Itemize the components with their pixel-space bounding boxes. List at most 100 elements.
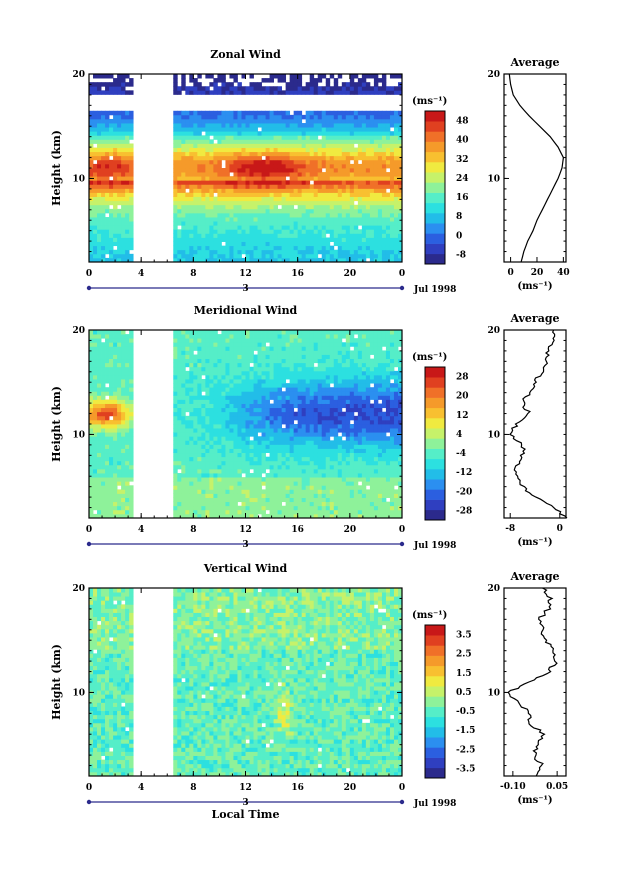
- heatmap-cell: [301, 147, 307, 153]
- heatmap-cell: [221, 237, 226, 242]
- heatmap-cell: [261, 86, 266, 91]
- heatmap-cell: [93, 485, 98, 490]
- heatmap-cell: [245, 151, 250, 157]
- heatmap-cell: [221, 460, 226, 466]
- heatmap-cell: [237, 229, 242, 234]
- heatmap-cell: [325, 151, 331, 157]
- heatmap-cell: [97, 184, 102, 189]
- heatmap-cell: [89, 395, 94, 400]
- heatmap-cell: [281, 110, 287, 116]
- heatmap-cell: [253, 395, 258, 400]
- heatmap-cell: [205, 237, 210, 242]
- heatmap-cell: [377, 139, 383, 144]
- heatmap-cell: [185, 147, 190, 153]
- heatmap-cell: [385, 123, 391, 128]
- heatmap-cell: [233, 424, 238, 429]
- heatmap-cell: [285, 82, 291, 87]
- heatmap-cell: [345, 118, 351, 124]
- heatmap-cell: [209, 485, 214, 490]
- heatmap-cell: [321, 233, 327, 238]
- heatmap-cell: [217, 370, 222, 376]
- heatmap-cell: [181, 200, 186, 206]
- heatmap-cell: [189, 436, 194, 441]
- heatmap-cell: [109, 110, 114, 116]
- heatmap-cell: [253, 155, 258, 161]
- heatmap-cell: [229, 163, 234, 169]
- heatmap-cell: [89, 460, 94, 466]
- heatmap-cell: [217, 176, 222, 181]
- heatmap-cell: [333, 257, 339, 263]
- heatmap-cell: [89, 415, 94, 421]
- heatmap-cell: [261, 131, 266, 136]
- heatmap-cell: [353, 184, 359, 189]
- heatmap-cell: [301, 330, 307, 335]
- heatmap-cell: [245, 208, 250, 214]
- heatmap-cell: [269, 334, 274, 339]
- heatmap-cell: [293, 143, 299, 148]
- heatmap-cell: [297, 78, 303, 83]
- heatmap-cell: [321, 163, 327, 169]
- heatmap-cell: [345, 172, 351, 177]
- heatmap-cell: [97, 217, 102, 222]
- heatmap-cell: [209, 188, 214, 193]
- heatmap-cell: [241, 485, 246, 490]
- heatmap-cell: [349, 139, 355, 144]
- heatmap-cell: [269, 473, 274, 478]
- heatmap-cell: [277, 448, 283, 454]
- heatmap-cell: [381, 225, 387, 230]
- heatmap-cell: [333, 90, 339, 95]
- heatmap-cell: [277, 513, 283, 519]
- heatmap-cell: [381, 110, 387, 116]
- heatmap-cell: [129, 346, 134, 351]
- heatmap-cell: [213, 473, 218, 478]
- heatmap-cell: [253, 176, 258, 181]
- heatmap-cell: [309, 399, 315, 404]
- profile-title: Average: [509, 56, 559, 69]
- heatmap-cell: [125, 147, 130, 153]
- heatmap-cell: [309, 477, 315, 482]
- heatmap-cell: [373, 233, 379, 238]
- heatmap-cell: [113, 485, 118, 490]
- date-axis-end: [399, 285, 405, 291]
- heatmap-cell: [189, 509, 194, 515]
- heatmap-cell: [173, 493, 178, 498]
- heatmap-cell: [205, 501, 210, 507]
- heatmap-cell: [189, 253, 194, 259]
- heatmap-cell: [241, 204, 246, 210]
- heatmap-cell: [209, 366, 214, 372]
- heatmap-cell: [285, 212, 291, 218]
- heatmap-cell: [277, 147, 283, 153]
- heatmap-cell: [321, 114, 327, 120]
- heatmap-cell: [281, 432, 287, 437]
- heatmap-cell: [237, 468, 242, 474]
- heatmap-cell: [221, 200, 226, 206]
- heatmap-cell: [93, 464, 98, 470]
- heatmap-cell: [233, 481, 238, 486]
- heatmap-cell: [341, 184, 347, 189]
- heatmap-cell: [353, 135, 359, 140]
- colorbar-segment: [425, 213, 445, 224]
- heatmap-cell: [181, 212, 186, 218]
- heatmap-cell: [289, 217, 295, 222]
- heatmap-cell: [121, 82, 126, 87]
- heatmap-cell: [305, 147, 311, 153]
- heatmap-cell: [89, 204, 94, 210]
- heatmap-cell: [333, 151, 339, 157]
- heatmap-cell: [253, 208, 258, 214]
- heatmap-cell: [233, 78, 238, 83]
- heatmap-cell: [113, 127, 118, 132]
- heatmap-cell: [317, 172, 323, 177]
- heatmap-cell: [245, 221, 250, 226]
- heatmap-cell: [193, 131, 198, 136]
- heatmap-cell: [305, 192, 311, 198]
- heatmap-cell: [213, 184, 218, 189]
- heatmap-cell: [209, 180, 214, 185]
- heatmap-cell: [185, 233, 190, 238]
- heatmap-cell: [261, 354, 266, 360]
- heatmap-cell: [121, 253, 126, 259]
- heatmap-cell: [297, 411, 303, 417]
- heatmap-cell: [101, 501, 106, 507]
- heatmap-cell: [381, 200, 387, 206]
- heatmap-cell: [321, 225, 327, 230]
- heatmap-cell: [185, 184, 190, 189]
